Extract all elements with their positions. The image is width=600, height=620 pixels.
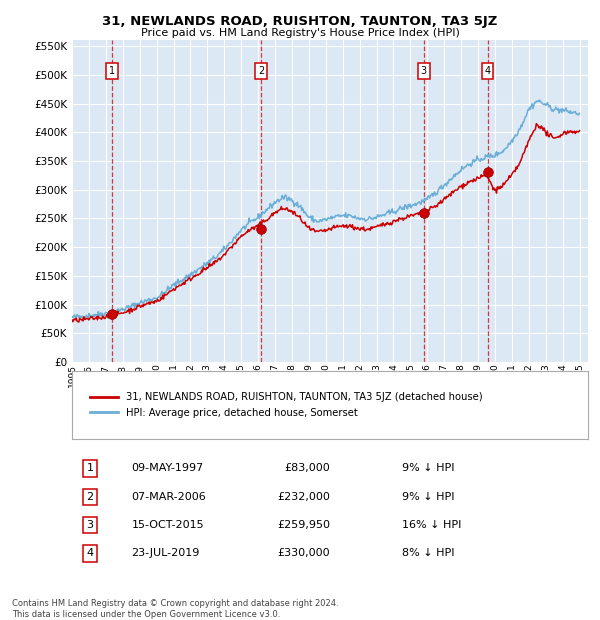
Text: 9% ↓ HPI: 9% ↓ HPI bbox=[402, 492, 455, 502]
Text: £330,000: £330,000 bbox=[277, 549, 330, 559]
Text: 09-MAY-1997: 09-MAY-1997 bbox=[131, 464, 203, 474]
Text: £83,000: £83,000 bbox=[284, 464, 330, 474]
Text: 4: 4 bbox=[86, 549, 94, 559]
Text: 3: 3 bbox=[421, 66, 427, 76]
Text: 2: 2 bbox=[86, 492, 94, 502]
Text: 1: 1 bbox=[86, 464, 94, 474]
Text: 4: 4 bbox=[484, 66, 491, 76]
Text: 8% ↓ HPI: 8% ↓ HPI bbox=[402, 549, 455, 559]
Text: Contains HM Land Registry data © Crown copyright and database right 2024.
This d: Contains HM Land Registry data © Crown c… bbox=[12, 600, 338, 619]
Text: 15-OCT-2015: 15-OCT-2015 bbox=[131, 520, 204, 530]
Text: 07-MAR-2006: 07-MAR-2006 bbox=[131, 492, 206, 502]
Text: 2: 2 bbox=[258, 66, 264, 76]
Text: Price paid vs. HM Land Registry's House Price Index (HPI): Price paid vs. HM Land Registry's House … bbox=[140, 28, 460, 38]
Text: 31, NEWLANDS ROAD, RUISHTON, TAUNTON, TA3 5JZ: 31, NEWLANDS ROAD, RUISHTON, TAUNTON, TA… bbox=[103, 16, 497, 29]
Text: 9% ↓ HPI: 9% ↓ HPI bbox=[402, 464, 455, 474]
Text: £232,000: £232,000 bbox=[277, 492, 330, 502]
Text: £259,950: £259,950 bbox=[277, 520, 330, 530]
Text: 23-JUL-2019: 23-JUL-2019 bbox=[131, 549, 200, 559]
Legend: 31, NEWLANDS ROAD, RUISHTON, TAUNTON, TA3 5JZ (detached house), HPI: Average pri: 31, NEWLANDS ROAD, RUISHTON, TAUNTON, TA… bbox=[85, 388, 487, 423]
Text: 1: 1 bbox=[109, 66, 115, 76]
Text: 16% ↓ HPI: 16% ↓ HPI bbox=[402, 520, 461, 530]
Text: 3: 3 bbox=[86, 520, 94, 530]
